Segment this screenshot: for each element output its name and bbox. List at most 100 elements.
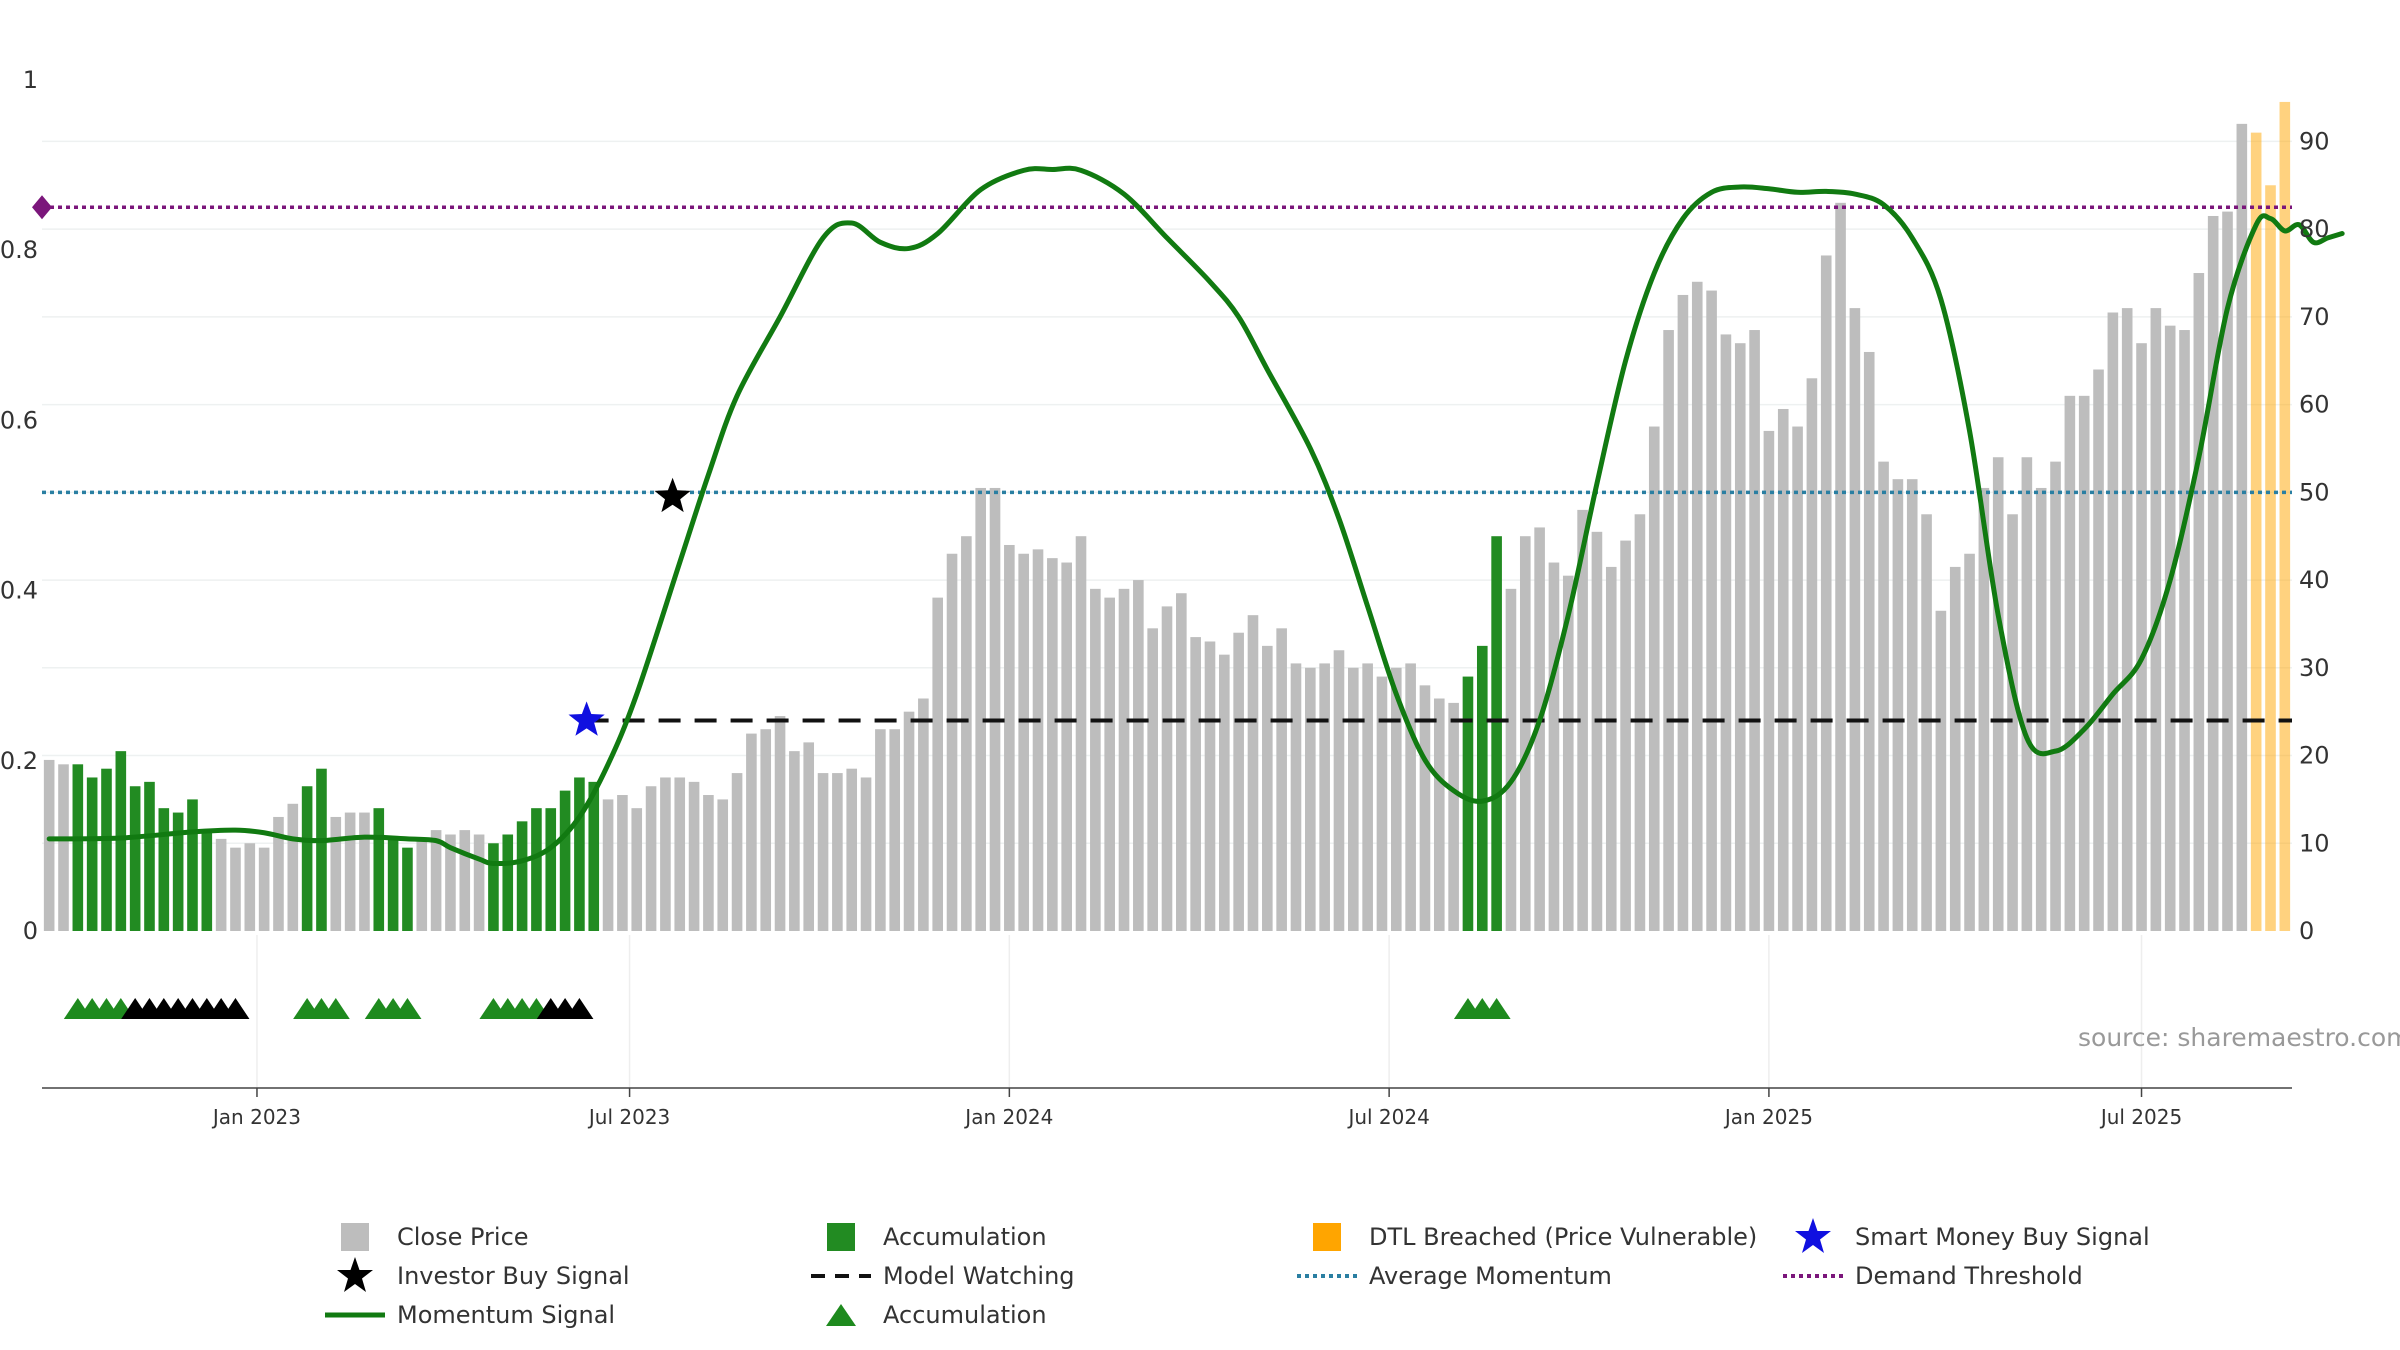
- accumulation-bar: [373, 808, 385, 931]
- smart-money-buy-signal-star: [568, 701, 605, 736]
- close-price-bar: [1548, 562, 1560, 931]
- close-price-bar: [1806, 378, 1818, 931]
- close-price-bar: [43, 759, 55, 931]
- close-price-bar: [230, 847, 241, 931]
- close-price-bar: [1906, 479, 1918, 931]
- x-tick-label: Jan 2023: [211, 1105, 301, 1129]
- close-price-bar: [416, 838, 428, 931]
- x-tick-label: Jan 2024: [963, 1105, 1053, 1129]
- close-price-bar: [273, 816, 284, 931]
- right-axis-tick-label: 40: [2299, 566, 2330, 594]
- dtl-breached-bar: [2265, 185, 2276, 932]
- accumulation-bar: [187, 799, 198, 931]
- close-price-bar: [645, 786, 657, 931]
- close-price-bar: [1290, 663, 1302, 931]
- close-price-bar: [674, 777, 686, 931]
- close-price-bar: [875, 729, 886, 931]
- close-price-bar: [2222, 211, 2233, 932]
- right-axis-tick-label: 70: [2299, 303, 2330, 331]
- x-tick-label: Jul 2025: [2099, 1105, 2182, 1129]
- right-axis-tick-label: 80: [2299, 215, 2330, 243]
- close-price-bar: [2193, 273, 2205, 931]
- close-price-bar: [1878, 461, 1889, 931]
- momentum-signal-line: [46, 165, 2345, 867]
- gridlines: [42, 140, 2292, 1088]
- accumulation-triangle: [1482, 998, 1511, 1019]
- close-price-bar: [244, 843, 256, 931]
- close-price-bar: [1176, 593, 1187, 931]
- close-price-bar: [1262, 645, 1273, 931]
- accumulation-bar: [402, 847, 413, 931]
- close-price-bar: [1949, 566, 1961, 931]
- accumulation-triangle: [321, 998, 350, 1019]
- close-price-bar: [1348, 667, 1359, 931]
- close-price-bar: [2021, 457, 2033, 931]
- close-price-bar: [903, 711, 915, 931]
- close-price-bar: [1147, 628, 1158, 931]
- close-price-bar: [1634, 514, 1646, 931]
- x-tick-label: Jan 2025: [1723, 1105, 1813, 1129]
- accumulation-bar: [172, 812, 184, 931]
- close-price-bar: [774, 716, 786, 931]
- investor-triangle: [221, 998, 250, 1019]
- close-price-bar: [1706, 290, 1717, 931]
- accumulation-bar: [129, 786, 141, 931]
- close-price-bar: [344, 812, 356, 931]
- accumulation-bar: [1491, 536, 1502, 931]
- close-price-bar: [1591, 531, 1603, 931]
- axes: Jan 2023 Jul 2023 Jan 2024 Jul 2024 Jan 2025…: [0, 66, 2330, 1129]
- buy-signals: [568, 477, 691, 736]
- accumulation-bar: [72, 764, 84, 931]
- accumulation-bar: [531, 808, 542, 931]
- dtl-breached-bar: [2250, 132, 2262, 932]
- left-axis-tick-label: 0.4: [0, 577, 38, 605]
- close-price-bar: [2207, 215, 2219, 931]
- reference-lines: [32, 195, 2292, 723]
- close-price-bar: [1362, 663, 1373, 931]
- close-price-bar: [688, 781, 700, 931]
- close-price-bar: [473, 834, 485, 931]
- close-price-bar: [860, 777, 872, 931]
- close-price-bar: [2007, 514, 2018, 931]
- close-price-bar: [602, 799, 614, 931]
- close-price-bar: [1562, 575, 1574, 931]
- close-price-bar: [2107, 312, 2119, 931]
- accumulation-bar: [86, 777, 98, 931]
- close-price-bar: [1605, 566, 1617, 931]
- close-price-bar: [1376, 676, 1388, 931]
- close-price-bar: [1720, 334, 1732, 931]
- close-price-bar: [789, 751, 800, 931]
- close-price-bar: [2164, 325, 2176, 931]
- close-price-bar: [1519, 536, 1531, 931]
- close-price-bar: [2136, 343, 2147, 931]
- close-price-bar: [846, 768, 858, 931]
- accumulation-bar: [115, 751, 127, 931]
- close-price-bar: [1118, 588, 1130, 931]
- close-price-bar: [660, 777, 671, 931]
- close-price-bar: [1792, 426, 1803, 931]
- close-price-bar: [731, 773, 743, 931]
- momentum-signal: [46, 165, 2345, 867]
- right-axis-tick-label: 50: [2299, 478, 2330, 506]
- accumulation-triangle: [393, 998, 422, 1019]
- close-price-bar: [1075, 536, 1087, 931]
- close-price-bar: [817, 773, 829, 931]
- investor-triangle: [565, 998, 594, 1019]
- close-price-bar: [1419, 685, 1431, 931]
- close-price-bar: [946, 553, 958, 931]
- right-axis-tick-label: 60: [2299, 391, 2330, 419]
- close-price-bar: [258, 847, 270, 931]
- accumulation-bar: [301, 786, 313, 931]
- close-price-bar: [1018, 553, 1029, 931]
- close-price-bar: [803, 742, 815, 931]
- close-price-bar: [330, 816, 342, 931]
- right-axis-tick-label: 30: [2299, 654, 2330, 682]
- close-price-bar: [2064, 395, 2076, 931]
- close-price-bar: [2236, 123, 2248, 932]
- close-price-bar: [975, 487, 986, 931]
- accumulation-bar: [144, 781, 155, 931]
- close-price-bar: [717, 799, 729, 931]
- demand-threshold-marker: [32, 195, 52, 220]
- close-price-bar: [1319, 663, 1330, 931]
- close-price-bar: [918, 698, 929, 931]
